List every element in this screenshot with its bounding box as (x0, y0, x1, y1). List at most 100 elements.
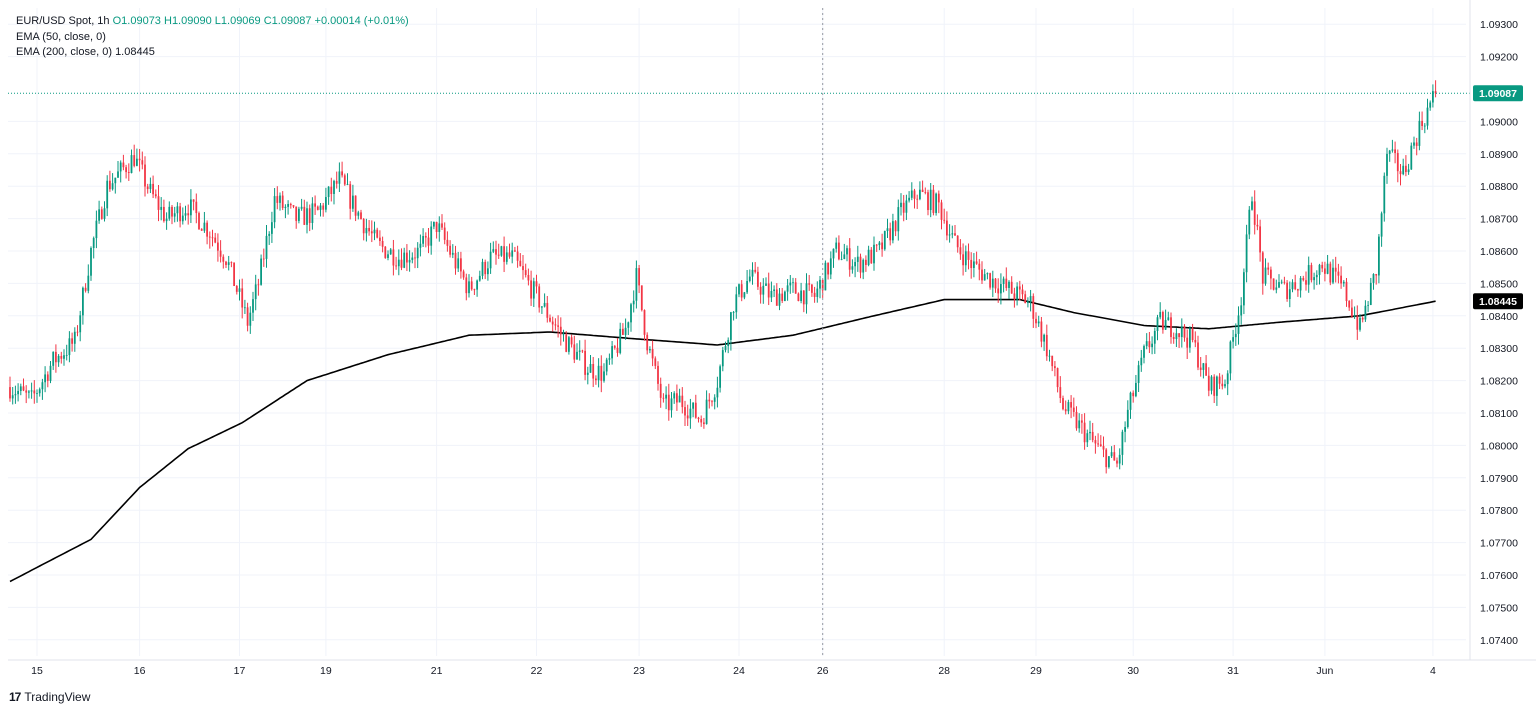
candle-body (57, 355, 60, 363)
candle-body (870, 249, 873, 264)
candle-body (154, 194, 157, 197)
candle-body (1002, 278, 1005, 285)
candle-body (797, 293, 800, 301)
y-tick-label: 1.07800 (1480, 505, 1518, 517)
legend-ema50[interactable]: EMA (50, close, 0) (16, 30, 409, 46)
candle-body (144, 164, 146, 187)
candle-body (635, 268, 638, 301)
candle-body (576, 351, 578, 360)
candle-body (1297, 289, 1299, 291)
candle-body (543, 302, 546, 307)
candle-body (117, 171, 119, 178)
candle-body (662, 397, 665, 399)
candle-body (562, 334, 565, 336)
candle-body (1048, 355, 1051, 357)
candle-body (1434, 91, 1437, 94)
candle-body (883, 231, 886, 250)
candle-body (352, 195, 354, 209)
candle-body (829, 258, 832, 275)
tradingview-brand[interactable]: 17 TradingView (9, 690, 90, 704)
candle-body (711, 401, 713, 403)
legend-symbol: EUR/USD Spot, 1h (16, 15, 110, 27)
candle-body (962, 254, 964, 266)
candle-body (306, 208, 308, 225)
candle-body (1426, 107, 1429, 126)
candle-body (244, 307, 246, 309)
candle-body (1040, 321, 1043, 342)
candle-body (765, 283, 767, 286)
candle-body (932, 189, 935, 213)
candle-body (1334, 267, 1337, 272)
candle-body (889, 228, 892, 241)
candle-body (208, 236, 211, 238)
candle-body (805, 283, 808, 305)
chart-legend: EUR/USD Spot, 1h O1.09073 H1.09090 L1.09… (16, 14, 409, 61)
candle-body (160, 206, 163, 210)
candle-body (929, 189, 932, 211)
candle-body (802, 290, 805, 305)
legend-ema200[interactable]: EMA (200, close, 0) 1.08445 (16, 45, 409, 61)
candle-body (114, 177, 117, 184)
candle-body (573, 344, 576, 360)
candle-body (840, 258, 843, 260)
candle-body (1402, 165, 1405, 175)
candle-body (1243, 272, 1245, 306)
candle-body (1170, 317, 1172, 338)
markers: 1.09087 1.08445 (8, 8, 1523, 656)
candle-body (705, 399, 708, 425)
candle-body (1342, 281, 1345, 284)
candle-body (179, 206, 181, 222)
candle-body (257, 284, 260, 286)
x-tick-label: 16 (134, 665, 146, 677)
candle-body (770, 290, 773, 298)
candle-body (1418, 120, 1421, 146)
x-tick-label: 21 (431, 665, 443, 677)
candle-body (630, 304, 632, 323)
candle-body (649, 349, 651, 351)
candle-body (1054, 366, 1056, 369)
candle-body (1421, 120, 1423, 127)
candle-body (676, 393, 678, 403)
candle-body (1307, 265, 1310, 285)
candle-body (1413, 142, 1415, 146)
candle-body (165, 218, 168, 222)
candle-body (1251, 201, 1253, 210)
candle-body (1313, 277, 1315, 281)
candle-body (427, 237, 430, 246)
candle-body (959, 247, 962, 255)
candle-body (910, 190, 913, 198)
candle-body (292, 205, 295, 207)
candle-body (362, 219, 365, 234)
candle-body (921, 189, 924, 193)
candle-body (800, 290, 802, 301)
candle-body (878, 242, 881, 246)
candle-body (640, 285, 643, 311)
candle-body (141, 160, 144, 165)
candle-body (951, 233, 954, 235)
candle-body (287, 204, 289, 207)
candle-body (68, 338, 71, 356)
candle-body (1197, 342, 1199, 368)
candle-body (578, 350, 581, 352)
candle-body (1256, 224, 1259, 227)
candle-body (530, 280, 532, 299)
candle-body (252, 299, 254, 313)
y-tick-label: 1.08800 (1480, 181, 1518, 193)
legend-change: +0.00014 (+0.01%) (314, 15, 409, 27)
candle-body (443, 227, 446, 240)
candle-body (314, 203, 316, 207)
candle-body (927, 192, 929, 211)
candle-body (735, 294, 738, 313)
candle-body (30, 390, 33, 392)
candle-body (219, 250, 222, 257)
candle-body (603, 371, 605, 381)
candle-body (403, 252, 406, 268)
candle-body (435, 221, 438, 232)
candle-body (1259, 226, 1261, 253)
candle-body (570, 337, 573, 345)
candle-body (1294, 282, 1297, 290)
candle-body (198, 213, 200, 230)
candle-body (508, 252, 511, 257)
